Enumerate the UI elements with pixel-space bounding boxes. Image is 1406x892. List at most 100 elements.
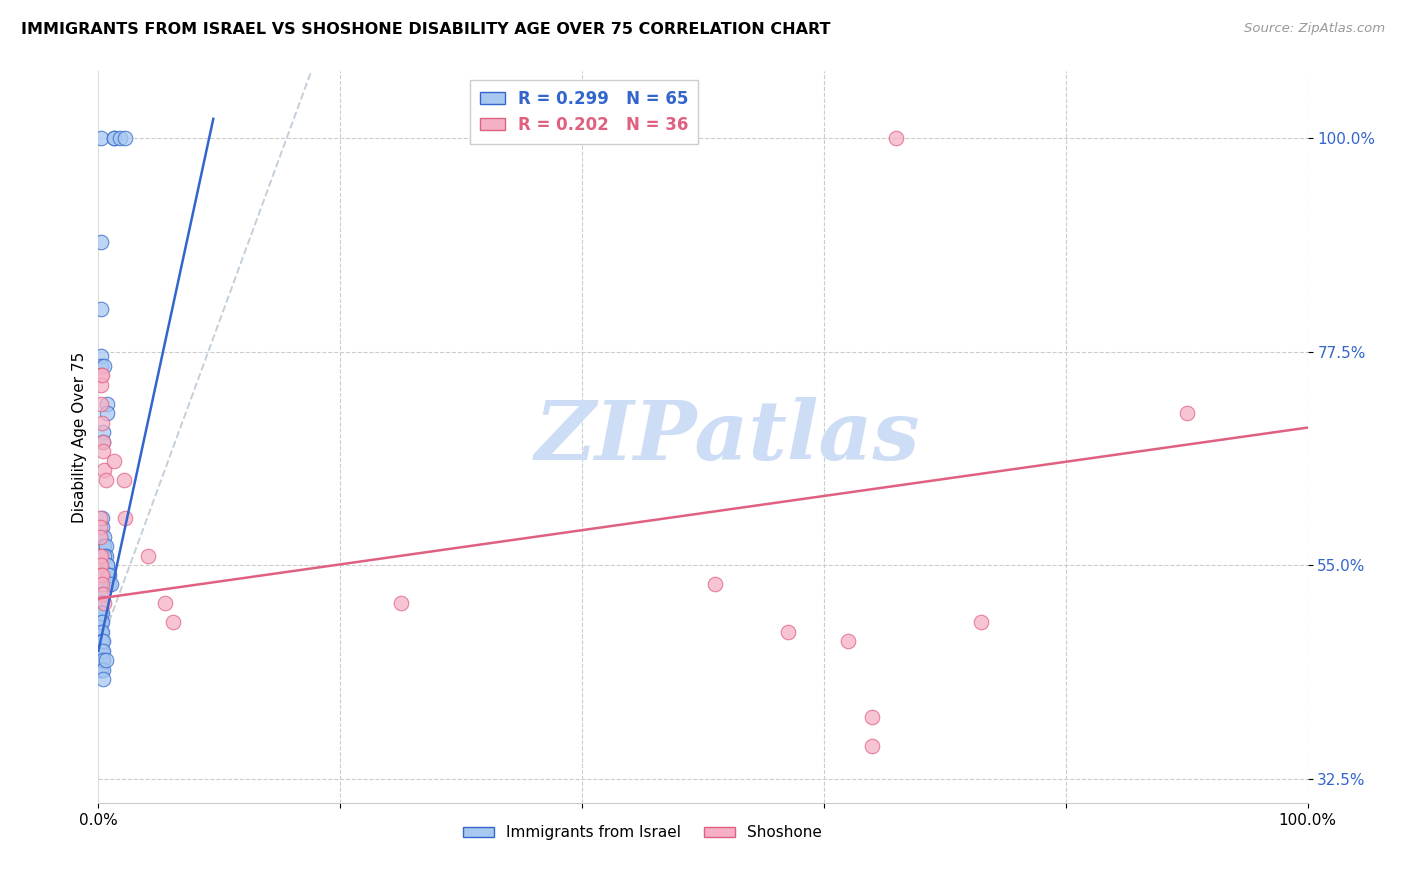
Point <box>860 710 883 724</box>
Point <box>91 520 114 534</box>
Point <box>96 397 118 411</box>
Text: ZIPatlas: ZIPatlas <box>534 397 920 477</box>
Point <box>89 606 111 620</box>
Point <box>91 368 114 383</box>
Point <box>89 596 111 610</box>
Legend: Immigrants from Israel, Shoshone: Immigrants from Israel, Shoshone <box>457 819 828 847</box>
Point <box>89 587 111 601</box>
Point <box>89 577 111 591</box>
Text: Source: ZipAtlas.com: Source: ZipAtlas.com <box>1244 22 1385 36</box>
Point <box>89 606 111 620</box>
Point <box>89 615 111 630</box>
Point <box>103 131 125 145</box>
Point <box>97 567 120 582</box>
Point <box>89 634 111 648</box>
Point <box>93 530 115 544</box>
Point <box>91 673 114 687</box>
Point <box>90 624 112 639</box>
Point <box>91 653 114 667</box>
Point <box>704 577 727 591</box>
Point <box>91 567 114 582</box>
Point <box>89 663 111 677</box>
Point <box>103 454 125 468</box>
Point <box>90 644 112 658</box>
Point <box>90 615 112 630</box>
Point <box>96 406 118 420</box>
Point <box>90 359 112 373</box>
Point <box>153 596 176 610</box>
Point <box>89 615 111 630</box>
Point <box>90 558 112 573</box>
Point <box>96 558 118 573</box>
Point <box>103 131 125 145</box>
Point <box>860 739 883 753</box>
Point <box>91 644 114 658</box>
Point <box>90 549 112 563</box>
Point <box>89 520 111 534</box>
Point <box>91 416 114 430</box>
Point <box>89 549 111 563</box>
Point <box>90 634 112 648</box>
Point <box>886 131 908 145</box>
Point <box>94 653 117 667</box>
Point <box>91 615 114 630</box>
Point <box>90 301 112 316</box>
Point <box>96 558 118 573</box>
Point <box>91 539 114 553</box>
Point <box>114 131 136 145</box>
Point <box>776 624 799 639</box>
Point <box>89 644 111 658</box>
Point <box>162 615 184 630</box>
Point <box>89 530 111 544</box>
Point <box>91 606 114 620</box>
Point <box>1175 406 1198 420</box>
Point <box>112 473 135 487</box>
Point <box>970 615 993 630</box>
Point <box>91 634 114 648</box>
Point <box>136 549 159 563</box>
Point <box>98 577 121 591</box>
Point <box>89 653 111 667</box>
Point <box>90 349 112 363</box>
Point <box>90 131 112 145</box>
Text: IMMIGRANTS FROM ISRAEL VS SHOSHONE DISABILITY AGE OVER 75 CORRELATION CHART: IMMIGRANTS FROM ISRAEL VS SHOSHONE DISAB… <box>21 22 831 37</box>
Point <box>91 653 114 667</box>
Point <box>389 596 412 610</box>
Point <box>108 131 131 145</box>
Point <box>90 596 112 610</box>
Point <box>93 463 115 477</box>
Point <box>93 549 115 563</box>
Point <box>90 235 112 250</box>
Point <box>114 511 136 525</box>
Point <box>91 663 114 677</box>
Point <box>91 644 114 658</box>
Point <box>89 624 111 639</box>
Point <box>93 596 115 610</box>
Point <box>91 587 114 601</box>
Point <box>90 397 112 411</box>
Point <box>91 634 114 648</box>
Point <box>100 577 122 591</box>
Point <box>91 444 114 458</box>
Point <box>94 473 117 487</box>
Point <box>90 567 112 582</box>
Point <box>91 624 114 639</box>
Point <box>93 359 115 373</box>
Point <box>90 368 112 383</box>
Point <box>91 434 114 449</box>
Point <box>90 377 112 392</box>
Point <box>98 567 121 582</box>
Point <box>91 577 114 591</box>
Point <box>91 434 114 449</box>
Point <box>89 624 111 639</box>
Point <box>90 606 112 620</box>
Point <box>90 663 112 677</box>
Point <box>90 530 112 544</box>
Point <box>837 634 859 648</box>
Point <box>89 634 111 648</box>
Point <box>89 644 111 658</box>
Point <box>94 539 117 553</box>
Point <box>89 596 111 610</box>
Point <box>89 558 111 573</box>
Point <box>91 511 114 525</box>
